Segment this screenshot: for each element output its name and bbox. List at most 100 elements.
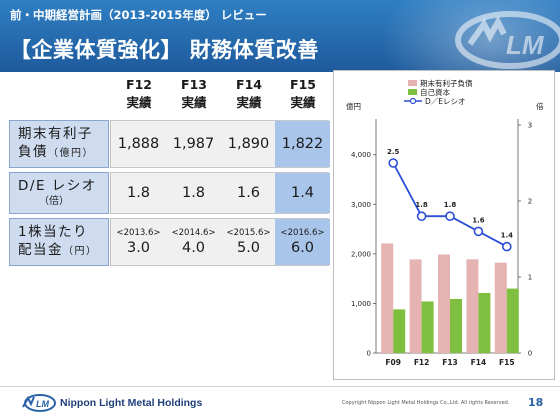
ratio-data-label: 1.4	[501, 232, 514, 240]
ratio-data-label: 1.8	[415, 201, 428, 209]
table-cell-highlight: <2016.6> 6.0	[275, 219, 330, 265]
legend-swatch	[408, 80, 417, 86]
page-title: 【企業体質強化】 財務体質改善	[10, 38, 319, 62]
copyright-text: Copyright Nippon Light Metal Holdings Co…	[342, 400, 510, 406]
row-cells: 1.8 1.8 1.6 1.4	[110, 172, 330, 214]
row-label-debt: 期末有利子 負債（億円）	[9, 120, 109, 168]
y-axis-unit: 億円	[346, 101, 361, 111]
nlm-logo-icon: LM	[22, 394, 56, 412]
page-number: 18	[528, 396, 544, 409]
column-period: F12	[126, 77, 152, 92]
svg-text:LM: LM	[36, 399, 49, 409]
row-label-text-2: 配当金	[18, 242, 63, 258]
y2-tick-label: 0	[528, 350, 532, 358]
column-header-f13: F13 実績	[166, 76, 222, 112]
chart-bar	[494, 262, 507, 353]
row-label-text: 1株当たり	[18, 224, 89, 240]
table-cell-highlight: 1,822	[275, 121, 330, 167]
row-cells: 1,888 1,987 1,890 1,822	[110, 120, 330, 168]
table-cell: 1,890	[227, 136, 270, 152]
row-label-text-2: 負債	[18, 144, 48, 160]
table-cell: 1.6	[236, 185, 261, 201]
x-tick-label: F15	[499, 358, 515, 367]
row-label-de-ratio: D/E レシオ （倍）	[9, 172, 109, 214]
y2-axis-unit: 倍	[536, 101, 544, 111]
column-header-f15: F15 実績	[275, 76, 331, 112]
legend-label: 期末有利子負債	[420, 78, 473, 88]
table-cell: 1.8	[181, 185, 206, 201]
column-header-f14: F14 実績	[221, 76, 277, 112]
row-label-text: D/E レシオ	[18, 178, 97, 194]
chart-panel: 期末有利子負債 自己資本 D／Eレシオ 億円 倍 0 1,000 2,000 3,000 4,00…	[333, 70, 555, 380]
legend-marker	[409, 97, 417, 105]
column-period: F14	[236, 77, 262, 92]
svg-text:LM: LM	[506, 30, 545, 60]
chart-bar	[381, 243, 394, 353]
column-period: F13	[181, 77, 207, 92]
chart-bar	[478, 293, 491, 353]
chart-bar	[466, 259, 479, 353]
dividend-date: <2013.6>	[116, 228, 161, 238]
ratio-point	[416, 211, 427, 221]
dividend-date: <2014.6>	[171, 228, 216, 238]
row-unit: （倍）	[39, 196, 69, 207]
table-row-dividend: 1株当たり 配当金（円） <2013.6> 3.0 <2014.6> 4.0 <…	[9, 218, 330, 266]
row-unit: （億円）	[48, 148, 94, 159]
ratio-data-label: 2.5	[387, 148, 400, 156]
x-tick-label: F13	[442, 358, 458, 367]
chart-bar	[409, 259, 422, 353]
dividend-date: <2016.6>	[280, 228, 325, 238]
ratio-point	[473, 226, 484, 237]
dividend-value: 5.0	[236, 240, 261, 256]
ratio-data-label: 1.6	[472, 216, 485, 224]
row-cells: <2013.6> 3.0 <2014.6> 4.0 <2015.6> 5.0 <…	[110, 218, 330, 266]
table-cell: 1,987	[172, 136, 215, 152]
dividend-value: 4.0	[181, 240, 206, 256]
footer-logo: LM Nippon Light Metal Holdings	[20, 392, 202, 414]
table-cell-highlight: 1.4	[275, 173, 330, 213]
table-row-debt: 期末有利子 負債（億円） 1,888 1,987 1,890 1,822	[9, 120, 330, 168]
dividend-value: 3.0	[126, 240, 151, 256]
column-label: 実績	[181, 95, 207, 110]
legend-label: D／Eレシオ	[425, 97, 466, 106]
table-cell: 1,888	[117, 136, 160, 152]
y-tick-label: 0	[367, 350, 371, 358]
header-subtitle: 前・中期経営計画（2013-2015年度） レビュー	[10, 8, 267, 22]
table-cell: 1.8	[126, 185, 151, 201]
chart-bar	[506, 288, 519, 353]
chart-bar	[421, 301, 434, 353]
company-name: Nippon Light Metal Holdings	[60, 397, 203, 409]
dividend-value: 6.0	[290, 240, 315, 256]
y-tick-label: 3,000	[351, 201, 371, 209]
ratio-point	[502, 241, 512, 252]
table-cell: <2015.6> 5.0	[221, 219, 276, 265]
x-tick-label: F09	[385, 358, 401, 367]
column-period: F15	[290, 77, 316, 92]
ratio-data-label: 1.8	[444, 201, 457, 209]
column-label: 実績	[290, 95, 316, 110]
table-row-de-ratio: D/E レシオ （倍） 1.8 1.8 1.6 1.4	[9, 172, 330, 214]
x-tick-label: F12	[414, 358, 430, 367]
row-label-dividend: 1株当たり 配当金（円）	[9, 218, 109, 266]
y-tick-label: 4,000	[351, 151, 371, 159]
row-label-text: 期末有利子	[18, 126, 93, 142]
legend-swatch	[408, 89, 417, 95]
table-cell: <2013.6> 3.0	[111, 219, 166, 265]
ratio-point	[445, 211, 455, 221]
chart-bar	[393, 309, 406, 353]
chart-bar	[450, 298, 462, 353]
footer-divider	[0, 386, 560, 387]
y2-tick-label: 1	[528, 274, 532, 282]
table-cell: <2014.6> 4.0	[166, 219, 221, 265]
header-band: 前・中期経営計画（2013-2015年度） レビュー 【企業体質強化】 財務体質…	[0, 0, 560, 72]
column-header-f12: F12 実績	[111, 76, 167, 112]
y-tick-label: 2,000	[351, 250, 371, 258]
dividend-date: <2015.6>	[226, 228, 271, 238]
column-label: 実績	[126, 95, 152, 110]
x-tick-label: F14	[471, 358, 487, 367]
chart-bar	[438, 254, 450, 353]
ratio-point	[388, 158, 399, 168]
y2-tick-label: 2	[528, 198, 532, 206]
nlm-logo-icon: LM	[455, 11, 560, 69]
